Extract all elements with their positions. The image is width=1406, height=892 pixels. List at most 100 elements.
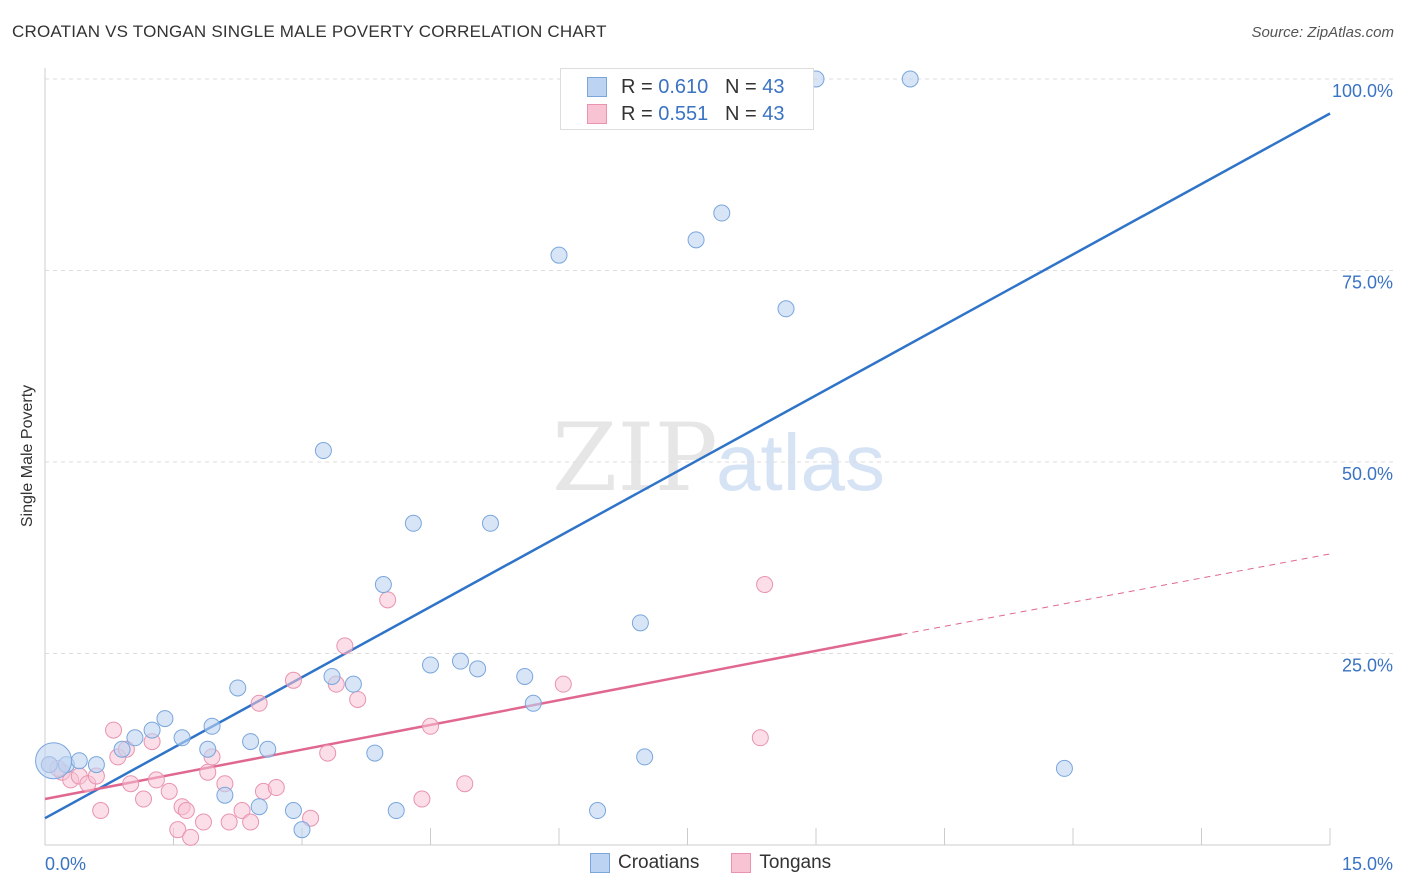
croatians-trend-line xyxy=(44,112,1331,820)
tick-labels: 25.0% 50.0% 75.0% 100.0% 0.0% 15.0% xyxy=(45,81,1393,874)
tongans-point xyxy=(242,813,260,831)
tongans-point xyxy=(199,763,217,781)
croatians-point xyxy=(314,442,332,460)
tongans-point xyxy=(379,591,397,609)
croatians-swatch xyxy=(590,853,610,873)
tongans-stats: R = 0.551 N = 43 xyxy=(621,103,784,126)
croatians-point xyxy=(323,667,341,685)
croatians-point xyxy=(516,667,534,685)
watermark: ZIP atlas xyxy=(552,404,885,513)
y-tick-label: 25.0% xyxy=(1342,656,1393,676)
tongans-trend-line xyxy=(44,633,902,801)
tongans-point xyxy=(250,694,268,712)
n-value: 43 xyxy=(762,102,785,125)
tongans-point xyxy=(122,775,140,793)
source-credit: Source: ZipAtlas.com xyxy=(1251,24,1394,41)
n-label: N = xyxy=(724,102,763,125)
x-tick-label: 0.0% xyxy=(45,854,86,874)
croatians-point xyxy=(242,733,260,751)
tongans-point xyxy=(147,771,165,789)
tongans-point xyxy=(105,721,123,739)
croatians-point xyxy=(70,752,88,770)
tongans-point xyxy=(413,790,431,808)
croatians-point xyxy=(524,694,542,712)
legend-item-croatians: Croatians xyxy=(590,852,699,874)
tongans-point xyxy=(135,790,153,808)
croatians-point xyxy=(293,821,311,839)
legend-item-tongans: Tongans xyxy=(731,852,831,874)
tongans-point xyxy=(302,809,320,827)
r-label: R = xyxy=(621,75,659,98)
croatians-point xyxy=(777,300,795,318)
croatians-point xyxy=(344,675,362,693)
croatians-point xyxy=(631,614,649,632)
croatians-point xyxy=(374,576,392,594)
croatians-swatch xyxy=(587,77,607,97)
croatians-point xyxy=(387,802,405,820)
croatians-point xyxy=(229,679,247,697)
croatians-point xyxy=(259,740,277,758)
y-tick-label: 50.0% xyxy=(1342,464,1393,484)
r-label: R = xyxy=(621,102,659,125)
croatians-point xyxy=(422,656,439,674)
croatians-point xyxy=(481,514,499,532)
tongans-point xyxy=(194,813,212,831)
croatians-point xyxy=(113,740,131,758)
tongans-point xyxy=(233,802,251,820)
croatians-point xyxy=(173,729,191,747)
tongans-swatch xyxy=(731,853,752,873)
croatians-point xyxy=(687,231,705,249)
n-value: 43 xyxy=(762,75,785,98)
x-tick-label: 15.0% xyxy=(1342,854,1393,874)
croatians-point xyxy=(199,740,217,758)
croatians-point xyxy=(156,710,174,728)
croatians-point xyxy=(284,802,302,820)
n-label: N = xyxy=(724,75,763,98)
croatians-point xyxy=(126,729,144,747)
tongans-point xyxy=(336,637,354,655)
tongans-trend-extension xyxy=(901,553,1331,635)
tongans-point xyxy=(160,782,178,800)
watermark-zip: ZIP xyxy=(552,404,718,513)
correlation-legend: R = 0.610 N = 43 R = 0.551 N = 43 xyxy=(560,68,814,130)
y-tick-label: 100.0% xyxy=(1332,81,1393,101)
series-legend: Croatians Tongans xyxy=(590,852,849,874)
croatians-point xyxy=(636,748,654,766)
r-value: 0.551 xyxy=(658,102,709,125)
tongans-point xyxy=(456,775,474,793)
tongans-point xyxy=(554,675,572,693)
tongans-point xyxy=(169,821,187,839)
croatians-point xyxy=(35,742,73,780)
croatians-point xyxy=(87,756,105,774)
tongans-point xyxy=(422,717,439,735)
tongans-point xyxy=(349,690,367,708)
croatians-point xyxy=(589,802,607,820)
tongans-point xyxy=(220,813,238,831)
croatians-point xyxy=(469,660,487,678)
data-points xyxy=(35,70,1073,846)
croatians-point xyxy=(203,717,221,735)
tongans-point xyxy=(182,828,200,846)
croatians-point xyxy=(713,204,731,222)
croatians-label: Croatians xyxy=(618,852,700,873)
tongans-point xyxy=(177,802,195,820)
trend-lines xyxy=(44,112,1331,820)
croatians-point xyxy=(404,514,422,532)
croatians-point xyxy=(250,798,268,816)
croatians-point xyxy=(550,246,568,264)
croatians-point xyxy=(1055,759,1073,777)
tongans-point xyxy=(756,576,774,594)
y-tick-label: 75.0% xyxy=(1342,273,1393,293)
r-value: 0.610 xyxy=(658,75,709,98)
croatians-point xyxy=(366,744,384,762)
tongans-point xyxy=(751,729,769,747)
croatians-point xyxy=(216,786,234,804)
croatians-point xyxy=(901,70,919,88)
croatians-point xyxy=(143,721,161,739)
tongans-point xyxy=(92,802,110,820)
croatians-point xyxy=(451,652,469,670)
croatians-stats: R = 0.610 N = 43 xyxy=(621,76,784,99)
tongans-point xyxy=(267,779,285,797)
tongans-swatch xyxy=(587,104,607,124)
